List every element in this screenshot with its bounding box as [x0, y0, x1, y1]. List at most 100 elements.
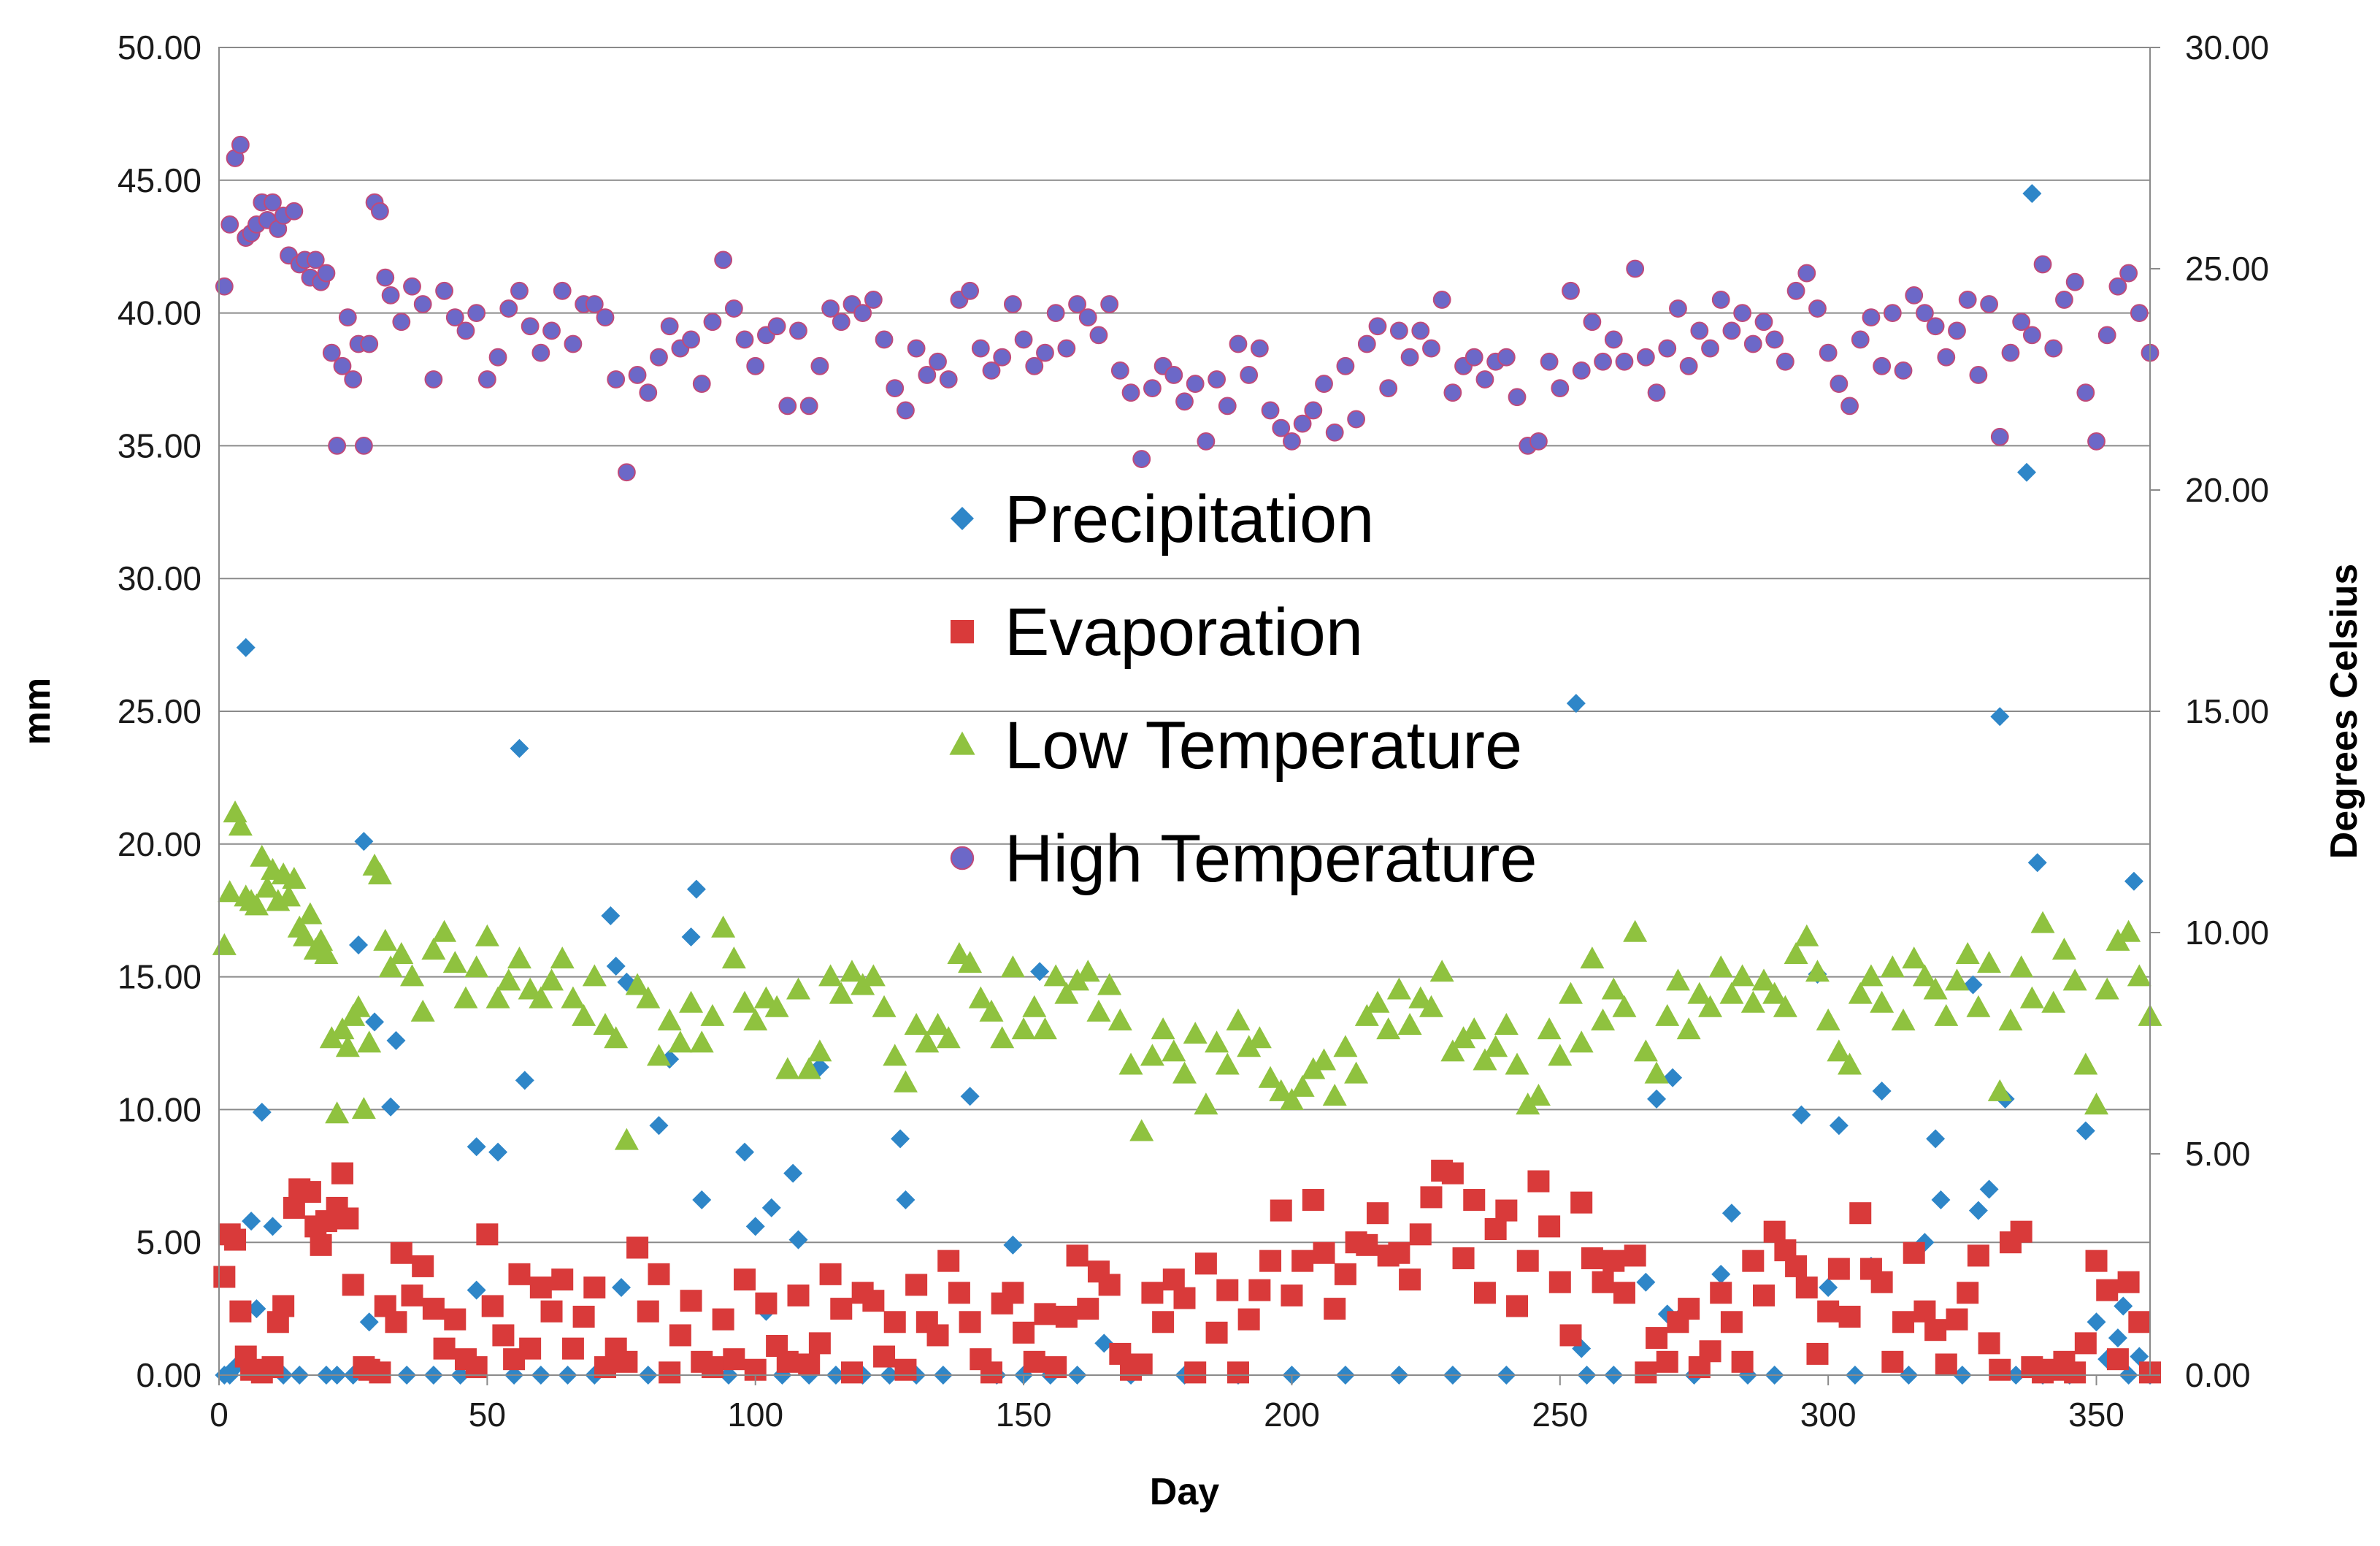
- data-point: [832, 313, 851, 332]
- data-point: [1441, 1162, 1464, 1185]
- data-point: [961, 281, 980, 300]
- data-point: [1934, 1003, 1959, 1026]
- data-point: [1785, 1255, 1808, 1277]
- data-point: [386, 1030, 406, 1050]
- data-point: [2116, 919, 2141, 942]
- data-point: [1291, 1250, 1314, 1272]
- data-point: [692, 1190, 712, 1210]
- data-point: [1862, 308, 1881, 327]
- data-point: [764, 995, 789, 1017]
- data-point: [1669, 299, 1687, 318]
- data-point: [1259, 1250, 1282, 1272]
- data-point: [337, 1207, 359, 1230]
- data-point: [1646, 1327, 1668, 1350]
- data-point: [1776, 352, 1794, 371]
- legend-item: Precipitation: [951, 482, 1374, 556]
- data-point: [650, 348, 668, 367]
- data-point: [862, 1290, 885, 1312]
- data-point: [1108, 1008, 1132, 1030]
- data-point: [1164, 366, 1183, 384]
- data-point: [980, 1361, 1002, 1384]
- data-point: [2074, 1332, 2097, 1355]
- data-point: [1566, 694, 1586, 713]
- y-axis-left-title: mm: [16, 678, 58, 745]
- data-point: [799, 397, 818, 416]
- data-point: [250, 844, 275, 867]
- data-point: [519, 1337, 542, 1360]
- data-point: [818, 964, 843, 987]
- data-point: [1516, 1250, 1539, 1272]
- data-point: [1162, 1268, 1185, 1291]
- data-point: [1429, 960, 1454, 982]
- data-point: [1559, 1324, 1582, 1347]
- data-point: [467, 1280, 486, 1300]
- data-point: [1765, 330, 1784, 349]
- data-point: [475, 924, 499, 946]
- data-point: [724, 299, 743, 318]
- x-axis-title: Day: [1150, 1471, 1219, 1513]
- data-point: [1293, 414, 1312, 433]
- data-point: [477, 370, 496, 389]
- data-point: [1506, 1295, 1529, 1317]
- x-tick-label: 350: [2068, 1396, 2124, 1434]
- data-point: [1612, 995, 1637, 1017]
- data-point: [617, 463, 636, 482]
- data-point: [1043, 964, 1068, 987]
- data-point: [958, 951, 983, 973]
- data-point: [351, 1097, 376, 1120]
- data-point: [264, 193, 282, 212]
- data-point: [1354, 1003, 1379, 1026]
- data-point: [1484, 1218, 1507, 1241]
- data-point: [1830, 375, 1849, 393]
- data-point: [1129, 1119, 1154, 1141]
- data-point: [1827, 1039, 1851, 1062]
- data-point: [285, 202, 304, 221]
- data-point: [735, 1142, 755, 1162]
- data-point: [561, 986, 586, 1009]
- data-point: [1851, 330, 1870, 349]
- data-point: [1389, 321, 1408, 340]
- data-point: [1247, 1026, 1272, 1049]
- data-point: [732, 990, 757, 1013]
- x-tick-label: 0: [210, 1396, 229, 1434]
- data-point: [755, 1292, 778, 1315]
- data-point: [1819, 1278, 1838, 1298]
- data-point: [1946, 1308, 1968, 1331]
- data-point: [1808, 299, 1827, 318]
- data-point: [410, 999, 435, 1022]
- data-point: [712, 1308, 734, 1331]
- data-point: [918, 366, 937, 384]
- data-point: [1656, 1350, 1678, 1373]
- data-point: [1279, 1088, 1304, 1111]
- data-point: [1270, 1199, 1292, 1222]
- data-point: [1086, 999, 1111, 1022]
- data-point: [322, 343, 341, 362]
- data-point: [1336, 356, 1355, 375]
- data-point: [1773, 995, 1797, 1017]
- data-point: [1002, 1282, 1024, 1304]
- y2-tick-label: 20.00: [2185, 471, 2269, 509]
- y-tick-label: 50.00: [118, 28, 201, 66]
- data-point: [2084, 1092, 2109, 1115]
- data-point: [1356, 1233, 1378, 1256]
- data-point: [1465, 348, 1483, 367]
- data-point: [359, 1312, 379, 1332]
- data-point: [550, 946, 575, 969]
- data-point: [1322, 1083, 1347, 1106]
- data-point: [1526, 1083, 1551, 1106]
- data-point: [1443, 383, 1462, 402]
- data-point: [518, 977, 542, 1000]
- data-point: [1699, 1340, 1721, 1363]
- data-point: [2064, 1361, 2087, 1384]
- y2-tick-label: 0.00: [2185, 1356, 2251, 1394]
- data-point: [1194, 1092, 1218, 1115]
- data-point: [734, 1268, 756, 1291]
- data-point: [875, 330, 894, 349]
- data-point: [1540, 352, 1559, 371]
- data-point: [628, 366, 647, 384]
- data-point: [1226, 1008, 1251, 1030]
- data-point: [1903, 1241, 1925, 1264]
- data-point: [873, 1345, 896, 1368]
- data-point: [1151, 1017, 1175, 1040]
- data-point: [1742, 1250, 1765, 1272]
